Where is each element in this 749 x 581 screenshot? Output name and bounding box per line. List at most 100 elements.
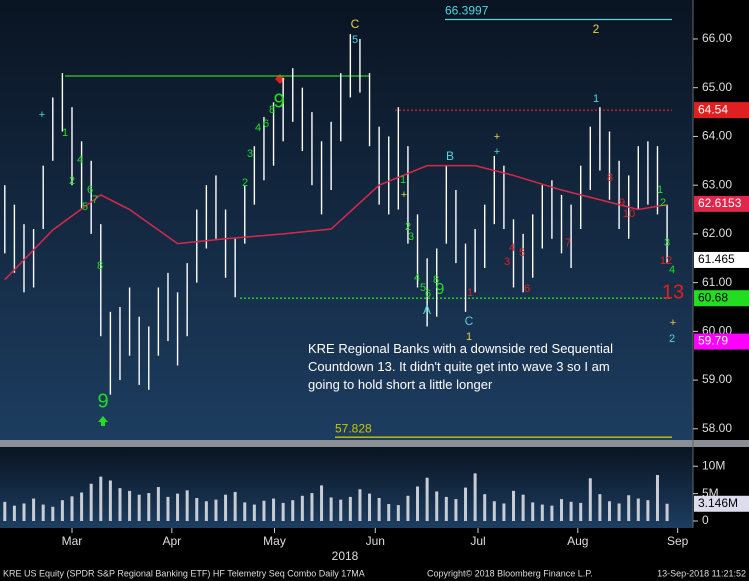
volume-bar: [473, 473, 477, 521]
volume-bar: [108, 480, 112, 521]
volume-bar: [492, 501, 496, 521]
sequence-label: 5: [519, 247, 525, 259]
sequence-label: +: [670, 317, 676, 329]
sequence-label: 12: [660, 255, 672, 267]
volume-bar: [166, 496, 170, 521]
volume-bar: [128, 490, 132, 521]
volume-bar: [51, 506, 55, 521]
volume-bar: [521, 494, 525, 521]
sequence-label: 1: [62, 127, 68, 139]
volume-bar: [214, 499, 218, 521]
volume-bar: [502, 503, 506, 521]
timestamp: 13-Sep-2018 11:21:52: [657, 568, 746, 578]
sequence-label: 2: [69, 175, 75, 187]
sequence-label: 1: [400, 174, 406, 186]
sequence-label: 6: [425, 288, 431, 300]
volume-bar: [444, 496, 448, 521]
y-tick-label: 10M: [702, 458, 725, 472]
volume-bar: [396, 505, 400, 521]
volume-bar: [454, 499, 458, 521]
sequence-label: 6: [524, 283, 530, 295]
volume-bar: [243, 502, 247, 521]
x-tick-label: Apr: [162, 534, 181, 548]
sequence-label: 4: [77, 154, 83, 166]
volume-bar: [464, 487, 468, 521]
sequence-label: 8: [433, 274, 439, 286]
volume-bar: [598, 494, 602, 521]
sequence-label: 2: [660, 197, 666, 209]
volume-bar: [329, 497, 333, 521]
volume-bar: [358, 489, 362, 521]
volume-bar: [435, 491, 439, 521]
level-box-label: 60.68: [698, 290, 728, 304]
sequence-label: 5: [82, 201, 88, 213]
price-box-label: 61.465: [698, 252, 735, 266]
volume-bar: [185, 490, 189, 521]
level-label: 66.3997: [445, 4, 489, 18]
volume-bar: [176, 493, 180, 521]
price-box: [694, 195, 749, 212]
y-tick-label: 65.00: [702, 80, 732, 94]
x-tick-label: Sep: [667, 534, 689, 548]
volume-bar: [32, 498, 36, 521]
volume-bar: [272, 498, 276, 521]
volume-bar: [156, 487, 160, 521]
volume-bar: [377, 498, 381, 521]
sequence-label: +: [494, 146, 500, 158]
arrow-marker: [98, 416, 108, 426]
volume-bar: [281, 502, 285, 521]
volume-bar: [569, 501, 573, 521]
price-box: [694, 251, 749, 268]
volume-bar: [416, 486, 420, 521]
volume-bar: [540, 504, 544, 521]
sequence-label: 4: [669, 264, 675, 276]
volume-bar: [3, 501, 7, 521]
footer: KRE US Equity (SPDR S&P Regional Banking…: [3, 568, 365, 578]
volume-bar: [252, 504, 256, 521]
sequence-label: 2: [669, 333, 675, 345]
sequence-label: 3: [408, 231, 414, 243]
sequence-label: +: [39, 109, 45, 121]
volume-bar: [348, 496, 352, 521]
volume-bar: [300, 495, 304, 521]
sequence-label: 5: [352, 34, 358, 46]
sequence-label: 13: [662, 281, 684, 303]
volume-bar: [617, 503, 621, 521]
sequence-label: 8: [607, 172, 613, 184]
volume-box: [694, 495, 749, 512]
y-tick-label: 66.00: [702, 31, 732, 45]
volume-bar: [627, 495, 631, 521]
y-tick-label: 62.00: [702, 226, 732, 240]
sequence-label: 4: [414, 272, 420, 284]
price-box-label: 62.6153: [698, 196, 742, 210]
y-tick-label: 0: [702, 513, 709, 527]
sequence-label: 1: [657, 184, 663, 196]
sequence-label: +: [401, 189, 407, 201]
copyright: Copyright© 2018 Bloomberg Finance L.P.: [427, 568, 593, 578]
sequence-label: 3: [664, 237, 670, 249]
volume-bar: [80, 492, 84, 521]
sequence-label: 7: [565, 237, 571, 249]
volume-bar: [41, 504, 45, 521]
volume-bar: [12, 505, 16, 521]
volume-bar: [406, 495, 410, 521]
volume-bar: [137, 494, 141, 521]
volume-label: 3.146M: [698, 496, 738, 510]
volume-bar: [483, 494, 487, 521]
year-label: 2018: [332, 549, 359, 563]
volume-bar: [60, 500, 64, 521]
moving-average: [4, 164, 668, 281]
volume-bar: [89, 483, 93, 521]
sequence-label: 1: [593, 93, 599, 105]
sequence-label: 4: [255, 122, 261, 134]
volume-bar: [531, 502, 535, 521]
price-panel: [0, 0, 693, 440]
volume-bar: [665, 503, 669, 521]
sequence-label: 3: [247, 148, 253, 160]
sequence-label: A: [423, 303, 431, 317]
y-tick-label: 59.00: [702, 372, 732, 386]
volume-bar: [607, 501, 611, 521]
sequence-label: 4: [509, 242, 515, 254]
